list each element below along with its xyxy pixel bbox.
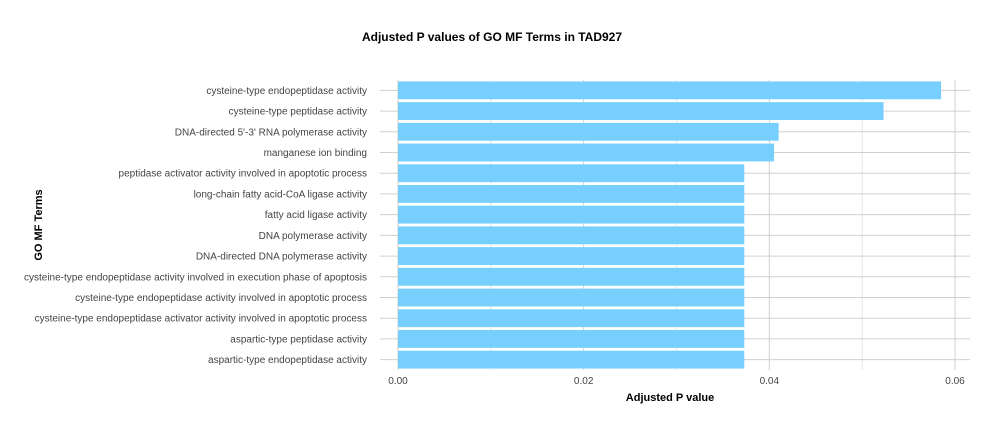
bar: [398, 122, 779, 141]
bar: [398, 267, 745, 286]
bar: [398, 330, 745, 348]
y-tick-label: DNA-directed 5'-3' RNA polymerase activi…: [175, 127, 367, 138]
x-tick-label: 0.00: [388, 376, 408, 387]
y-tick-labels: cysteine-type endopeptidase activity cyst…: [24, 86, 367, 366]
x-axis-title: Adjusted P value: [626, 392, 714, 404]
x-tick-label: 0.04: [760, 376, 780, 387]
y-axis-title: GO MF Terms: [33, 189, 45, 260]
bar: [398, 205, 745, 224]
y-tick-label: aspartic-type peptidase activity: [230, 334, 367, 345]
bar: [398, 143, 774, 162]
y-tick-label: cysteine-type peptidase activity: [229, 107, 367, 118]
y-tick-label: DNA polymerase activity: [259, 231, 367, 242]
bar: [398, 164, 745, 183]
y-tick-label: aspartic-type endopeptidase activity: [208, 355, 367, 366]
bar: [398, 185, 745, 203]
y-tick-label: long-chain fatty acid-CoA ligase activit…: [194, 189, 367, 200]
y-tick-label: cysteine-type endopeptidase activity inv…: [75, 293, 367, 304]
y-tick-label: manganese ion binding: [264, 148, 367, 159]
bar: [398, 247, 745, 265]
x-tick-label: 0.02: [574, 376, 594, 387]
y-tick-label: cysteine-type endopeptidase activator ac…: [35, 314, 367, 325]
bar: [398, 350, 745, 369]
y-tick-label: peptidase activator activity involved in…: [119, 169, 367, 180]
bar: [398, 102, 884, 120]
bars: [398, 81, 942, 369]
y-tick-label: DNA-directed DNA polymerase activity: [196, 252, 367, 263]
y-tick-label: cysteine-type endopeptidase activity: [206, 86, 367, 97]
x-tick-labels: 0.00 0.02 0.04 0.06: [388, 376, 965, 387]
x-tick-label: 0.06: [945, 376, 965, 387]
y-tick-label: cysteine-type endopeptidase activity inv…: [24, 272, 367, 283]
chart-title: Adjusted P values of GO MF Terms in TAD9…: [362, 30, 622, 44]
y-tick-label: fatty acid ligase activity: [265, 210, 367, 221]
bar: [398, 309, 745, 328]
bar: [398, 81, 942, 100]
bar: [398, 288, 745, 307]
bar: [398, 226, 745, 245]
